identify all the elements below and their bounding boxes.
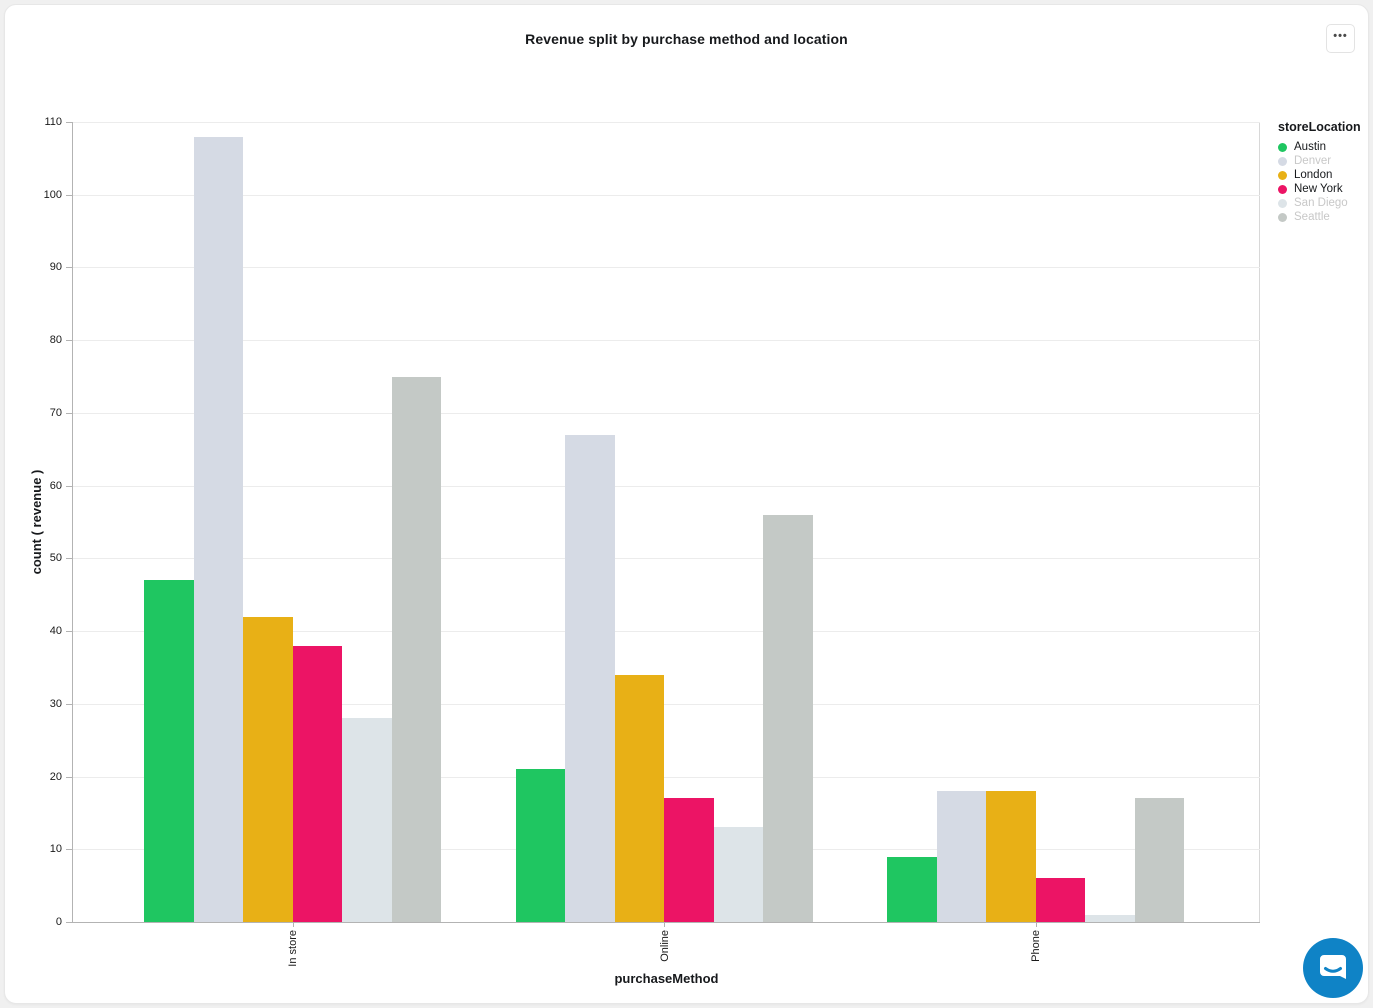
bar-london-in-store[interactable] [243, 616, 293, 922]
bar-new-york-phone[interactable] [1035, 878, 1085, 922]
legend-label-seattle: Seattle [1294, 211, 1330, 223]
x-tick-phone [1035, 922, 1037, 927]
legend-dot-austin [1278, 142, 1287, 152]
y-tick-label-40: 40 [49, 625, 62, 638]
legend-dot-new-york [1278, 184, 1287, 194]
bar-denver-online[interactable] [565, 434, 615, 922]
y-tick-110 [66, 122, 72, 123]
y-tick-label-110: 110 [44, 116, 62, 128]
bar-new-york-in-store[interactable] [292, 645, 342, 922]
y-tick-70 [66, 412, 72, 414]
y-tick-10 [66, 849, 72, 851]
x-tick-in-store [292, 922, 294, 927]
gridline-y-110 [73, 122, 1260, 123]
bar-austin-phone[interactable] [887, 856, 937, 922]
legend-item-denver[interactable]: Denver [1278, 154, 1366, 168]
bar-austin-online[interactable] [515, 769, 565, 922]
legend-item-san-diego[interactable]: San Diego [1278, 196, 1366, 210]
y-tick-label-70: 70 [49, 406, 62, 419]
legend-dot-denver [1278, 156, 1287, 166]
chart-title: Revenue split by purchase method and loc… [525, 31, 848, 47]
chat-launcher-button[interactable] [1303, 938, 1363, 998]
y-tick-40 [66, 631, 72, 633]
x-tick-label-phone: Phone [1030, 930, 1042, 962]
legend-label-austin: Austin [1294, 141, 1326, 153]
legend-label-new-york: New York [1294, 183, 1343, 195]
y-tick-label-50: 50 [49, 552, 62, 565]
plot-right-border [1259, 122, 1260, 922]
gridline-y-80 [73, 340, 1260, 342]
y-axis-line [72, 122, 73, 922]
y-tick-60 [66, 485, 72, 487]
x-tick-label-online: Online [658, 930, 671, 962]
legend-label-san-diego: San Diego [1294, 197, 1348, 209]
gridline-y-90 [73, 267, 1260, 269]
x-axis-title: purchaseMethod [614, 971, 719, 986]
legend-label-london: London [1294, 169, 1333, 181]
legend-item-new-york[interactable]: New York [1278, 182, 1366, 196]
gridline-y-60 [73, 485, 1260, 487]
y-tick-label-60: 60 [49, 479, 62, 492]
bar-san-diego-in-store[interactable] [342, 718, 392, 922]
gridline-y-70 [73, 412, 1260, 414]
y-tick-30 [66, 703, 72, 705]
bar-london-online[interactable] [614, 674, 664, 922]
y-tick-label-90: 90 [49, 261, 62, 274]
legend-item-london[interactable]: London [1278, 168, 1366, 182]
y-tick-20 [66, 776, 72, 778]
ellipsis-icon: ••• [1333, 30, 1348, 42]
bar-austin-in-store[interactable] [144, 580, 194, 922]
legend-dot-london [1278, 170, 1287, 180]
legend-dot-san-diego [1278, 198, 1287, 208]
y-tick-80 [66, 340, 72, 342]
legend-items: Austin Denver London New York San Diego Seatt… [1278, 140, 1366, 224]
chart-card: Revenue split by purchase method and loc… [4, 4, 1369, 1004]
y-tick-label-0: 0 [55, 916, 62, 928]
legend-item-austin[interactable]: Austin [1278, 140, 1366, 154]
bar-san-diego-phone[interactable] [1085, 914, 1135, 922]
legend-label-denver: Denver [1294, 155, 1332, 167]
legend-title: storeLocation [1278, 120, 1361, 134]
y-tick-label-20: 20 [49, 770, 62, 783]
y-tick-label-100: 100 [43, 188, 62, 201]
gridline-y-100 [73, 194, 1260, 196]
gridline-y-20 [73, 776, 1260, 778]
plot-area: 0 10 20 30 40 50 60 70 80 90 100 110 In store Online P… [44, 116, 1260, 967]
gridline-y-30 [73, 703, 1260, 705]
y-tick-90 [66, 267, 72, 269]
y-tick-50 [66, 558, 72, 560]
legend-item-seattle[interactable]: Seattle [1278, 210, 1366, 224]
y-tick-label-80: 80 [49, 334, 62, 347]
bar-denver-in-store[interactable] [193, 136, 243, 922]
gridline-y-50 [73, 558, 1260, 560]
y-tick-100 [66, 194, 72, 196]
bar-san-diego-online[interactable] [713, 827, 763, 922]
legend-dot-seattle [1278, 212, 1287, 222]
bar-seattle-online[interactable] [763, 514, 813, 922]
bar-new-york-online[interactable] [664, 798, 714, 922]
x-axis-line [72, 922, 1260, 923]
bar-seattle-phone[interactable] [1134, 798, 1184, 922]
legend: storeLocation Austin Denver London New York… [1278, 120, 1366, 224]
y-tick-label-30: 30 [49, 697, 62, 710]
y-tick-label-10: 10 [49, 843, 62, 856]
bar-seattle-in-store[interactable] [391, 376, 441, 922]
x-tick-label-in-store: In store [287, 930, 299, 967]
more-options-button[interactable]: ••• [1326, 24, 1355, 53]
y-tick-0 [66, 922, 72, 923]
gridline-y-40 [73, 631, 1260, 633]
bar-london-phone[interactable] [986, 791, 1036, 922]
x-tick-online [664, 922, 665, 927]
chat-bubble-icon [1303, 938, 1363, 998]
bar-denver-phone[interactable] [936, 791, 986, 922]
